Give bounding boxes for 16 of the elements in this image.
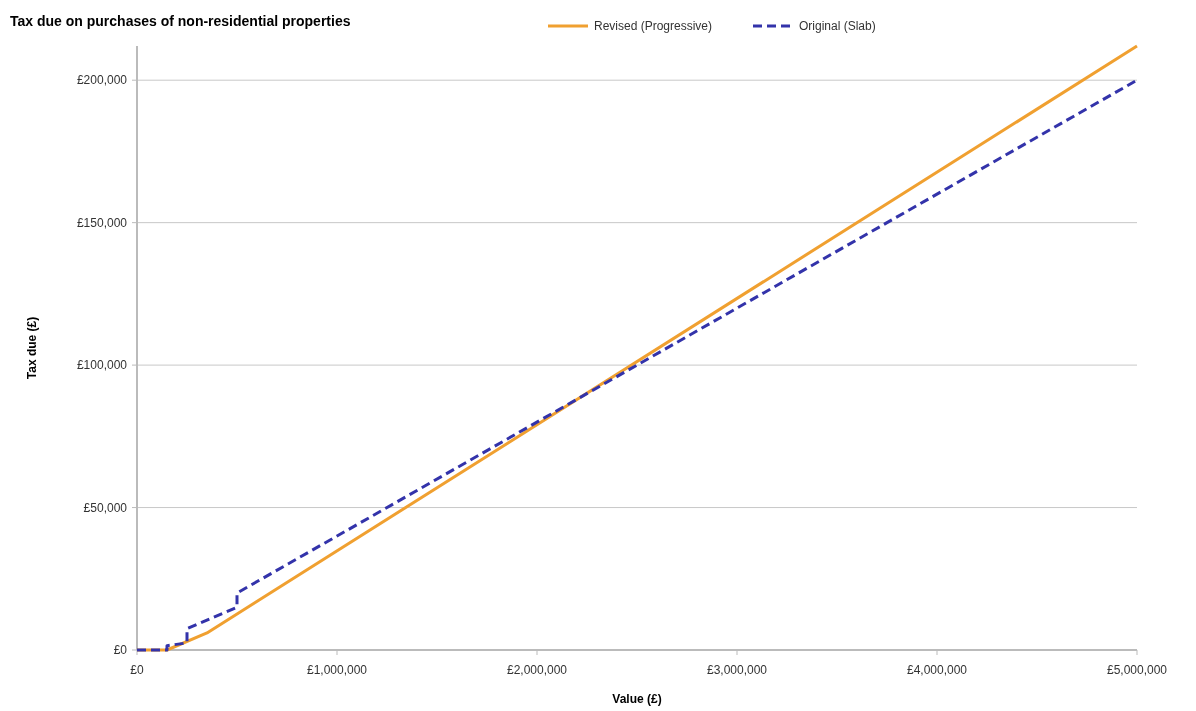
y-tick-label: £100,000: [76, 358, 128, 373]
y-tick-label: £150,000: [76, 215, 128, 230]
x-tick-label: £3,000,000: [706, 663, 768, 677]
x-tick-label: £1,000,000: [306, 663, 368, 677]
legend-label: Original (Slab): [799, 19, 876, 34]
chart-title: Tax due on purchases of non-residential properties: [10, 13, 351, 29]
y-tick-label: £0: [113, 643, 128, 658]
y-axis-title: Tax due (£): [25, 316, 39, 380]
y-tick-label: £50,000: [83, 500, 128, 515]
x-tick-label: £5,000,000: [1106, 663, 1168, 677]
x-tick-label: £0: [130, 663, 144, 677]
y-tick-label: £200,000: [76, 73, 128, 88]
legend-label: Revised (Progressive): [594, 19, 713, 34]
x-tick-label: £2,000,000: [506, 663, 568, 677]
x-tick-label: £4,000,000: [906, 663, 968, 677]
x-axis-title: Value (£): [612, 692, 662, 706]
